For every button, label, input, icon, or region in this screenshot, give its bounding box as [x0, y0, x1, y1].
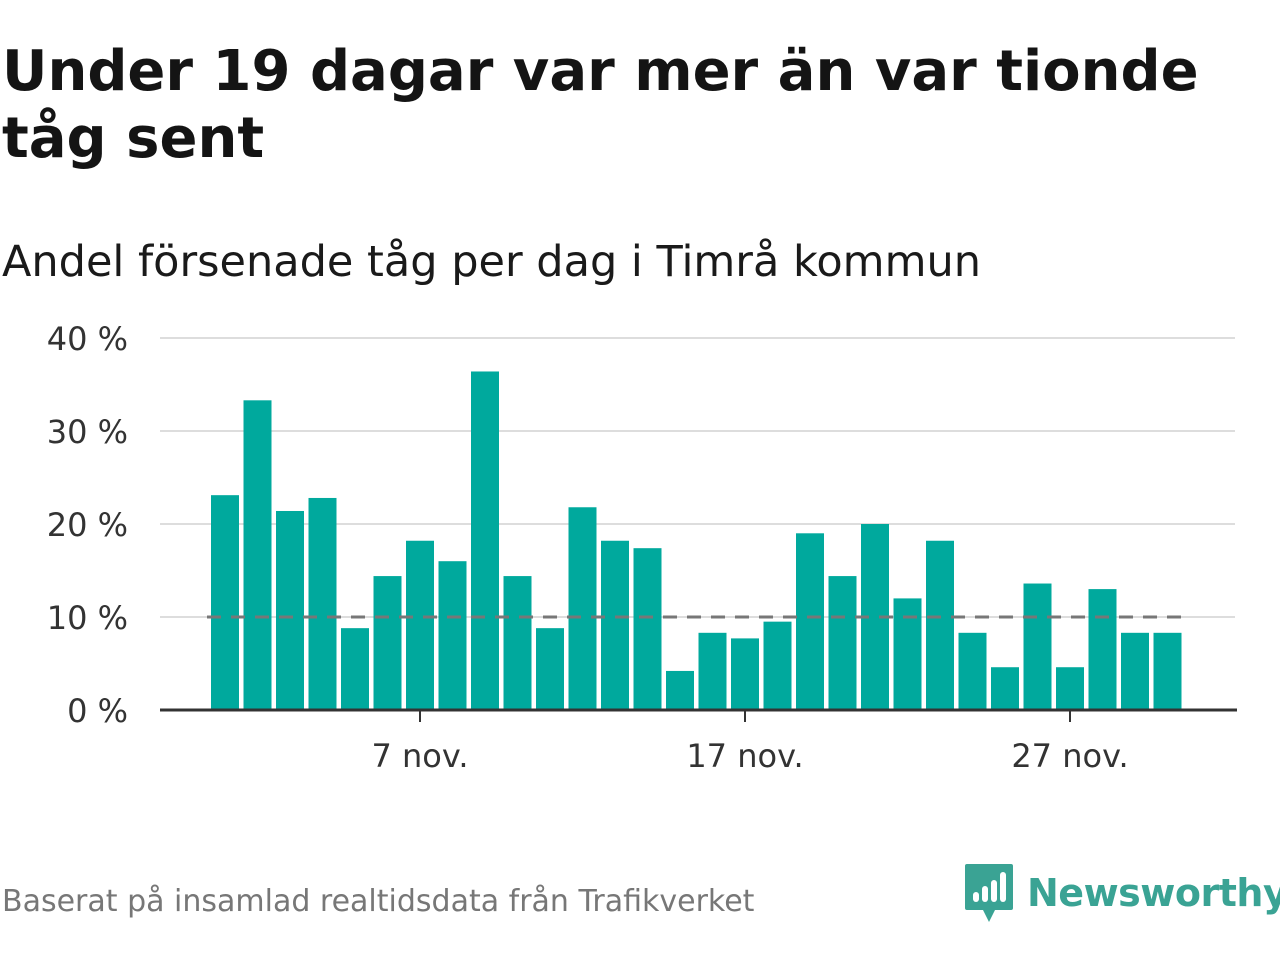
- bar: [1056, 667, 1084, 710]
- newsworthy-logo-icon: [965, 864, 1013, 922]
- bar: [276, 510, 304, 710]
- y-tick-label: 0 %: [67, 692, 128, 730]
- bar: [666, 670, 694, 710]
- bar: [698, 632, 727, 710]
- chart-subtitle: Andel försenade tåg per dag i Timrå komm…: [2, 237, 981, 287]
- bar: [438, 561, 467, 710]
- bars: [211, 371, 1182, 710]
- bar: [893, 598, 922, 710]
- chart-title: Under 19 dagar var mer än var tionde tåg…: [2, 39, 1199, 171]
- x-tick-label: 7 nov.: [371, 737, 468, 775]
- y-tick-label: 40 %: [47, 320, 128, 358]
- y-tick-label: 20 %: [47, 506, 128, 544]
- bar: [991, 667, 1019, 710]
- bar: [1121, 632, 1149, 710]
- bar: [633, 548, 662, 710]
- y-tick-label: 30 %: [47, 413, 128, 451]
- bar: [406, 540, 434, 710]
- bar: [1088, 589, 1117, 710]
- bar: [211, 495, 239, 710]
- bar: [503, 576, 532, 710]
- bar: [536, 628, 564, 710]
- bar: [796, 533, 824, 710]
- x-tick-label: 27 nov.: [1011, 737, 1128, 775]
- bar: [243, 400, 272, 710]
- bar: [373, 576, 402, 710]
- bar: [1153, 632, 1182, 710]
- bar: [308, 497, 337, 710]
- source-note: Baserat på insamlad realtidsdata från Tr…: [2, 884, 755, 919]
- bar: [763, 621, 792, 710]
- brand-logo[interactable]: Newsworthy: [963, 862, 1280, 924]
- x-tick-label: 17 nov.: [686, 737, 803, 775]
- bar: [828, 576, 857, 710]
- bar: [601, 540, 629, 710]
- y-tick-label: 10 %: [47, 599, 128, 637]
- brand-name: Newsworthy: [1027, 871, 1280, 915]
- bar: [731, 638, 759, 710]
- bar: [341, 628, 369, 710]
- bar: [1023, 583, 1052, 710]
- bar: [568, 507, 597, 710]
- x-axis: 7 nov. 17 nov. 27 nov.: [160, 708, 1237, 775]
- bar: [471, 371, 499, 710]
- bar: [926, 540, 954, 710]
- y-axis-labels: 0 % 10 % 20 % 30 % 40 %: [47, 320, 128, 730]
- bar: [958, 632, 987, 710]
- bar-chart: 0 % 10 % 20 % 30 % 40 % 7 nov. 17 nov. 27 nov.: [47, 320, 1237, 775]
